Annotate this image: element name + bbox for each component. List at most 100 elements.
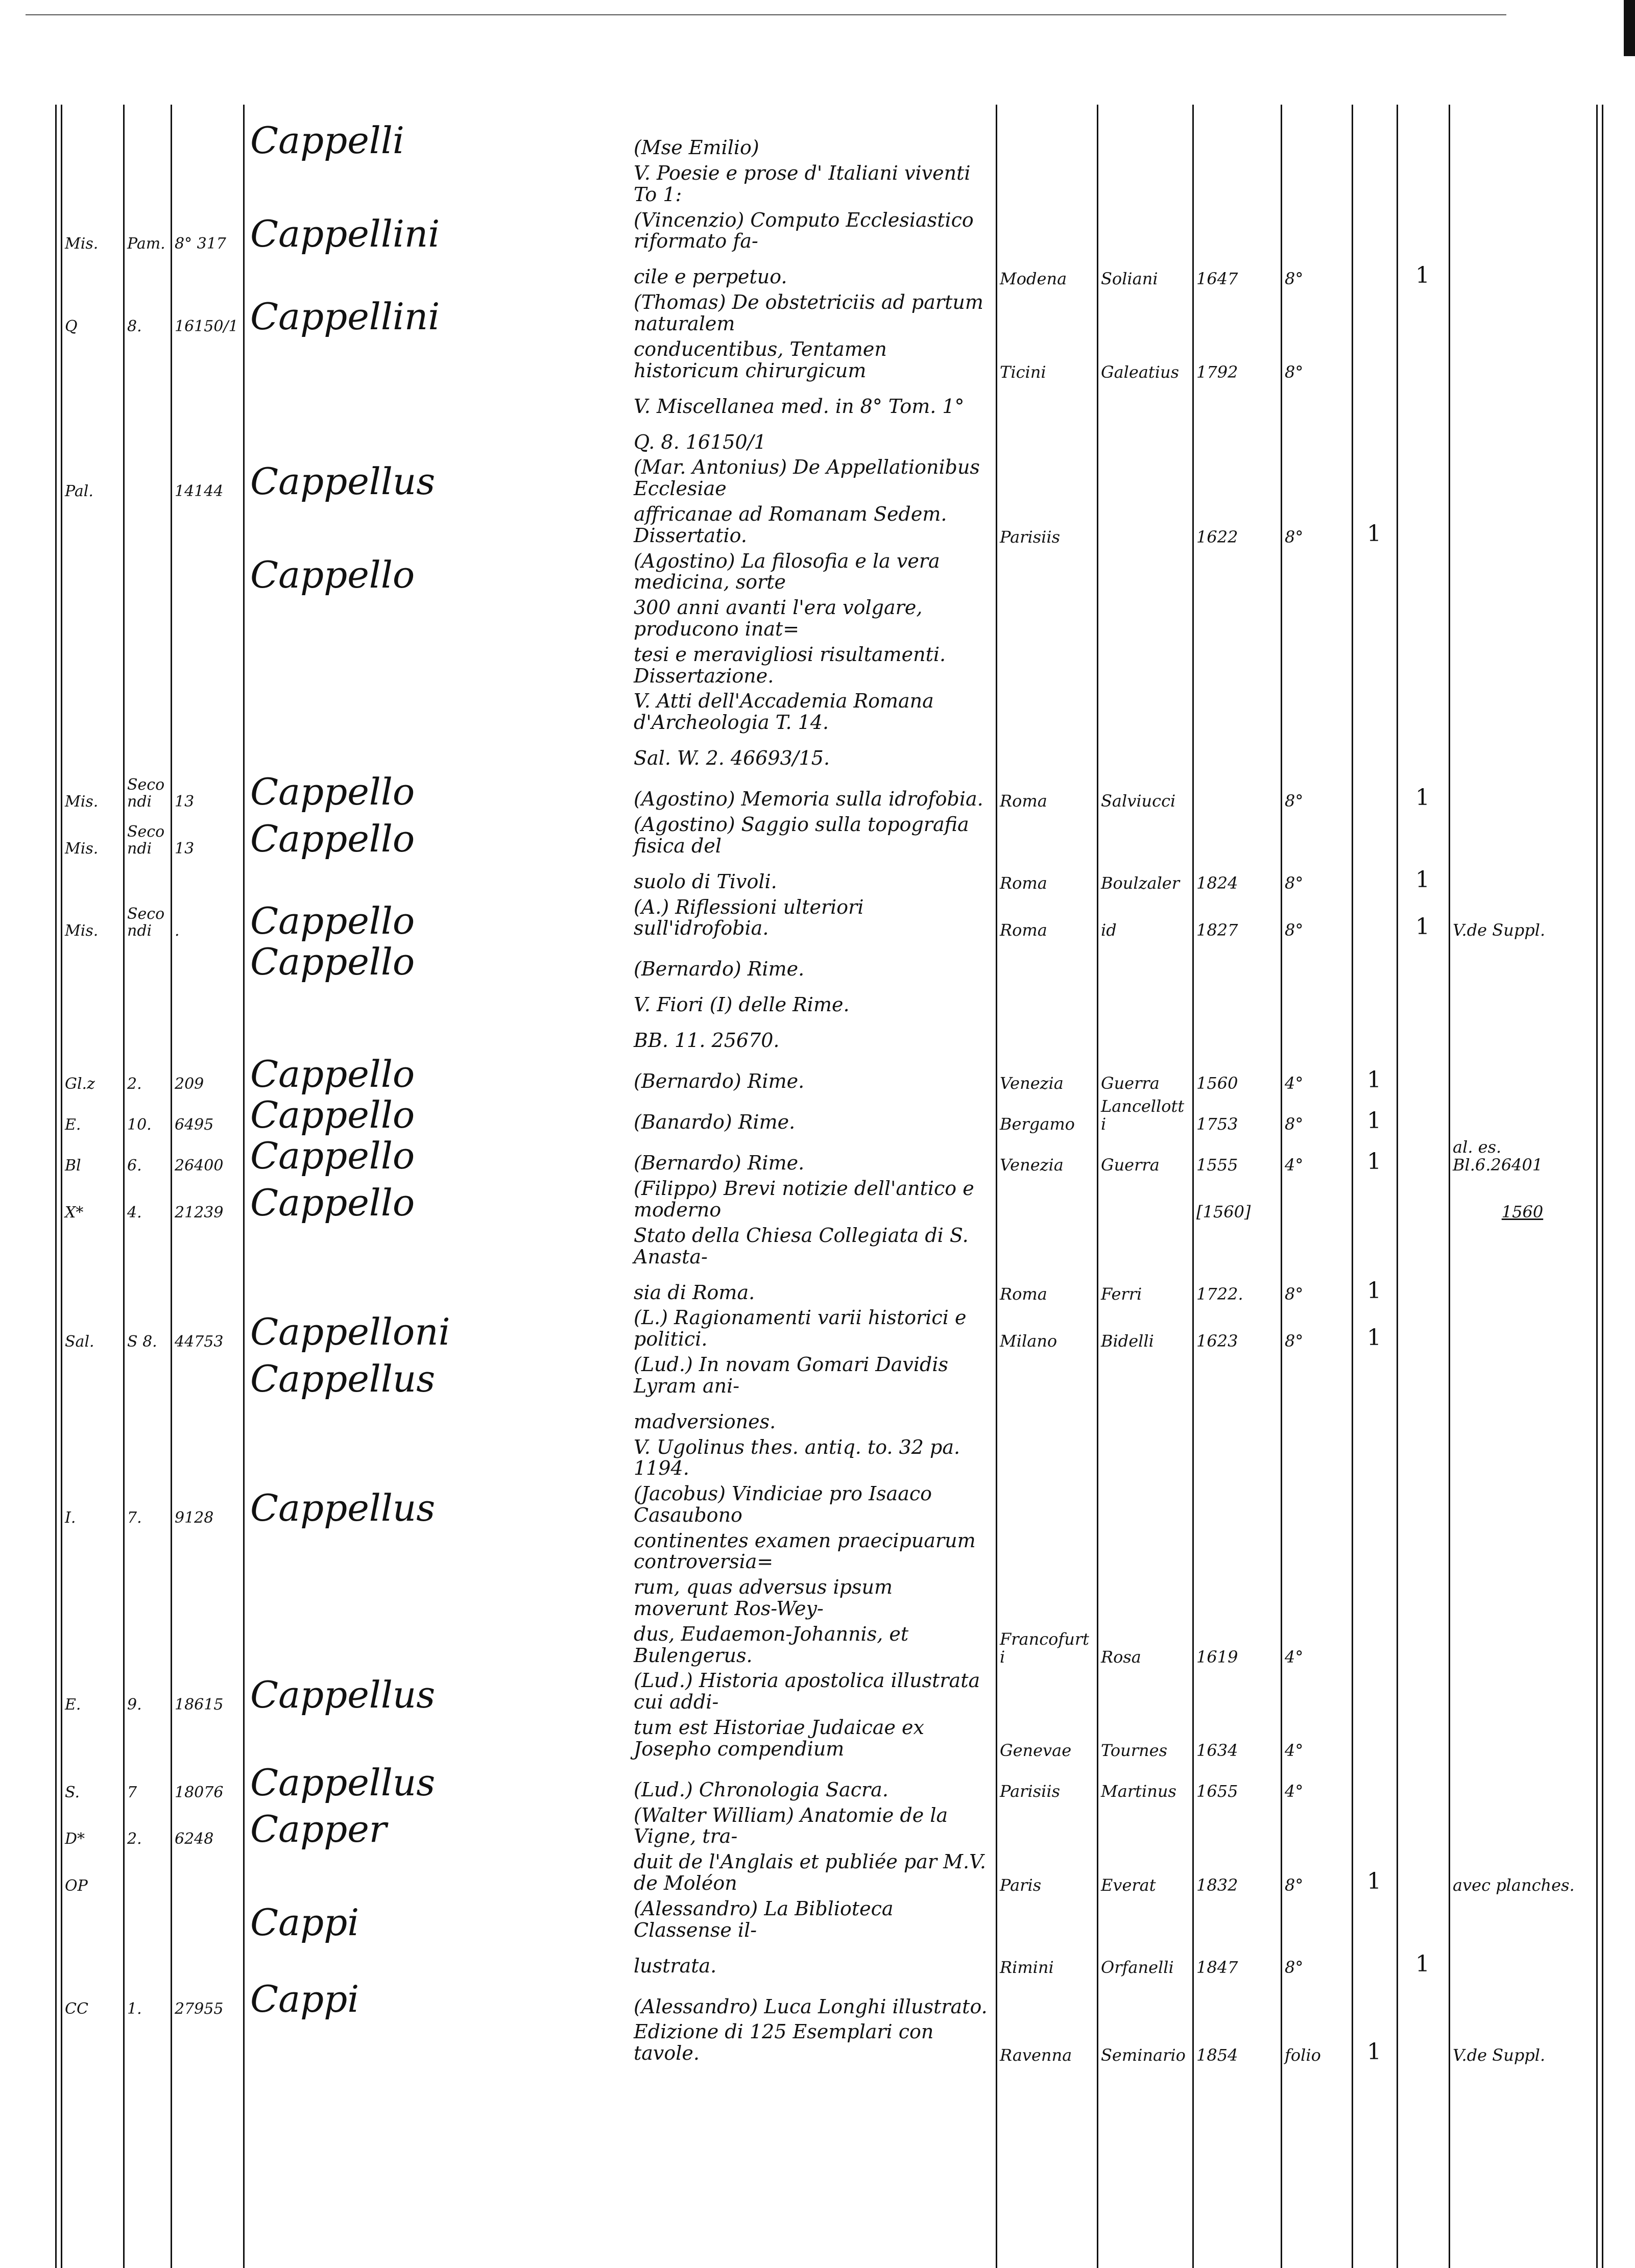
empty-cell xyxy=(1397,1571,1449,1575)
empty-cell xyxy=(996,1571,1097,1575)
empty-cell xyxy=(171,891,243,895)
empty-cell xyxy=(1449,1301,1596,1305)
empty-cell xyxy=(1352,1711,1397,1715)
author-surname: Cappellini xyxy=(250,212,440,256)
entry-line: V. Ugolinus thes. antiq. to. 32 pa. 1194… xyxy=(0,1435,1635,1482)
empty-cell xyxy=(1281,767,1352,771)
entry-line: Mis. Secondi. Cappello (A.) Riflessioni ult… xyxy=(0,895,1635,942)
empty-cell xyxy=(1097,1524,1192,1528)
empty-cell xyxy=(1397,1090,1449,1094)
empty-cell xyxy=(1192,250,1281,254)
remarks: al. es. Bl.6.26401 xyxy=(1453,1137,1543,1175)
title-text: (Alessandro) Luca Longhi illustrato. xyxy=(634,1995,988,2018)
empty-cell xyxy=(1397,1664,1449,1668)
empty-cell xyxy=(243,1664,630,1668)
copies-mark: 1 xyxy=(1367,1107,1381,1134)
empty-cell xyxy=(61,2062,123,2066)
column-rule xyxy=(996,105,997,2268)
empty-cell xyxy=(1192,451,1281,455)
empty-cell xyxy=(171,1431,243,1435)
empty-cell xyxy=(1397,638,1449,642)
empty-cell xyxy=(1397,1265,1449,1270)
copies-mark: 1 xyxy=(1367,1324,1381,1351)
shelf-section: CC xyxy=(65,2000,88,2018)
title-text: lustrata. xyxy=(634,1954,717,1977)
empty-cell xyxy=(171,204,243,208)
entry-line: sia di Roma. Roma Ferri 1722. 8° 1 xyxy=(0,1270,1635,1305)
printer: Guerra xyxy=(1101,1073,1160,1093)
format: 4° xyxy=(1285,1782,1304,1801)
title-text: (Agostino) La filosofia e la vera medici… xyxy=(634,549,940,594)
place-of-publication: Rimini xyxy=(1000,1958,1054,1978)
empty-cell xyxy=(1097,204,1192,208)
author-surname: Cappello xyxy=(250,553,415,597)
empty-cell xyxy=(1352,1524,1397,1528)
empty-cell xyxy=(0,731,61,736)
volumes-mark: 1 xyxy=(1415,867,1430,893)
volumes-mark: 1 xyxy=(1415,1951,1430,1978)
empty-cell xyxy=(996,157,1097,161)
empty-cell xyxy=(123,891,171,895)
empty-cell xyxy=(0,1892,61,1896)
empty-cell xyxy=(1397,978,1449,982)
printer: Galeatius xyxy=(1101,362,1180,382)
shelf-number: 4. xyxy=(127,1203,142,1222)
empty-cell xyxy=(1397,1524,1449,1528)
author-surname: Cappello xyxy=(250,817,415,860)
empty-cell xyxy=(61,1301,123,1305)
entry-line: rum, quas adversus ipsum moverunt Ros-We… xyxy=(0,1575,1635,1622)
format: 4° xyxy=(1285,1647,1304,1667)
empty-cell xyxy=(61,204,123,208)
empty-cell xyxy=(61,1477,123,1481)
empty-cell xyxy=(171,545,243,549)
empty-cell xyxy=(996,250,1097,254)
inventory-number: 26400 xyxy=(175,1157,224,1175)
empty-cell xyxy=(1097,333,1192,337)
shelf-number: 8. xyxy=(127,317,142,335)
empty-cell xyxy=(1449,250,1596,254)
shelf-section: E. xyxy=(65,1696,81,1714)
empty-cell xyxy=(1397,1845,1449,1849)
title-text: (Vincenzio) Computo Ecclesiastico riform… xyxy=(634,208,974,253)
format: 4° xyxy=(1285,1155,1304,1175)
year: 1634 xyxy=(1196,1741,1238,1761)
empty-cell xyxy=(171,1301,243,1305)
entry-line: V. Fiori (I) delle Rime. xyxy=(0,982,1635,1018)
entry-line: Bl 6. 26400 Cappello (Bernardo) Rime. Venezia… xyxy=(0,1135,1635,1176)
empty-cell xyxy=(1449,415,1596,419)
shelf-section: Mis. xyxy=(65,839,99,858)
inventory-number: 21239 xyxy=(175,1203,224,1222)
entry-line: CC 1. 27955 Cappi (Alessandro) Luca Longhi i… xyxy=(0,1979,1635,2019)
shelf-section: E. xyxy=(65,1116,81,1134)
format: 8° xyxy=(1285,362,1304,382)
title-text: (Bernardo) Rime. xyxy=(634,1070,805,1093)
entry-line: E. 9. 18615 Cappellus (Lud.) Historia aposto… xyxy=(0,1668,1635,1715)
empty-cell xyxy=(0,808,61,812)
empty-cell xyxy=(1281,1524,1352,1528)
entry-line: Cappelli (Mse Emilio) xyxy=(0,120,1635,161)
empty-cell xyxy=(996,1014,1097,1018)
shelf-number: Secondi xyxy=(127,775,165,811)
empty-cell xyxy=(1449,157,1596,161)
year: [1560] xyxy=(1196,1202,1251,1222)
empty-cell xyxy=(0,204,61,208)
empty-cell xyxy=(1449,1348,1596,1352)
volumes-mark: 1 xyxy=(1415,913,1430,940)
format: 8° xyxy=(1285,1284,1304,1304)
empty-cell xyxy=(1352,1050,1397,1054)
empty-cell xyxy=(0,157,61,161)
printer: Orfanelli xyxy=(1101,1958,1174,1978)
empty-cell xyxy=(243,1014,630,1018)
title-text: (Lud.) In novam Gomari Davidis Lyram ani… xyxy=(634,1353,949,1397)
empty-cell xyxy=(61,1014,123,1018)
empty-cell xyxy=(1097,731,1192,736)
empty-cell xyxy=(1352,204,1397,208)
empty-cell xyxy=(123,204,171,208)
empty-cell xyxy=(1281,498,1352,502)
empty-cell xyxy=(1281,204,1352,208)
empty-cell xyxy=(1449,591,1596,595)
copies-mark: 1 xyxy=(1367,521,1381,547)
title-text: continentes examen praecipuarum controve… xyxy=(634,1529,976,1573)
empty-cell xyxy=(1281,731,1352,736)
empty-cell xyxy=(1397,545,1449,549)
